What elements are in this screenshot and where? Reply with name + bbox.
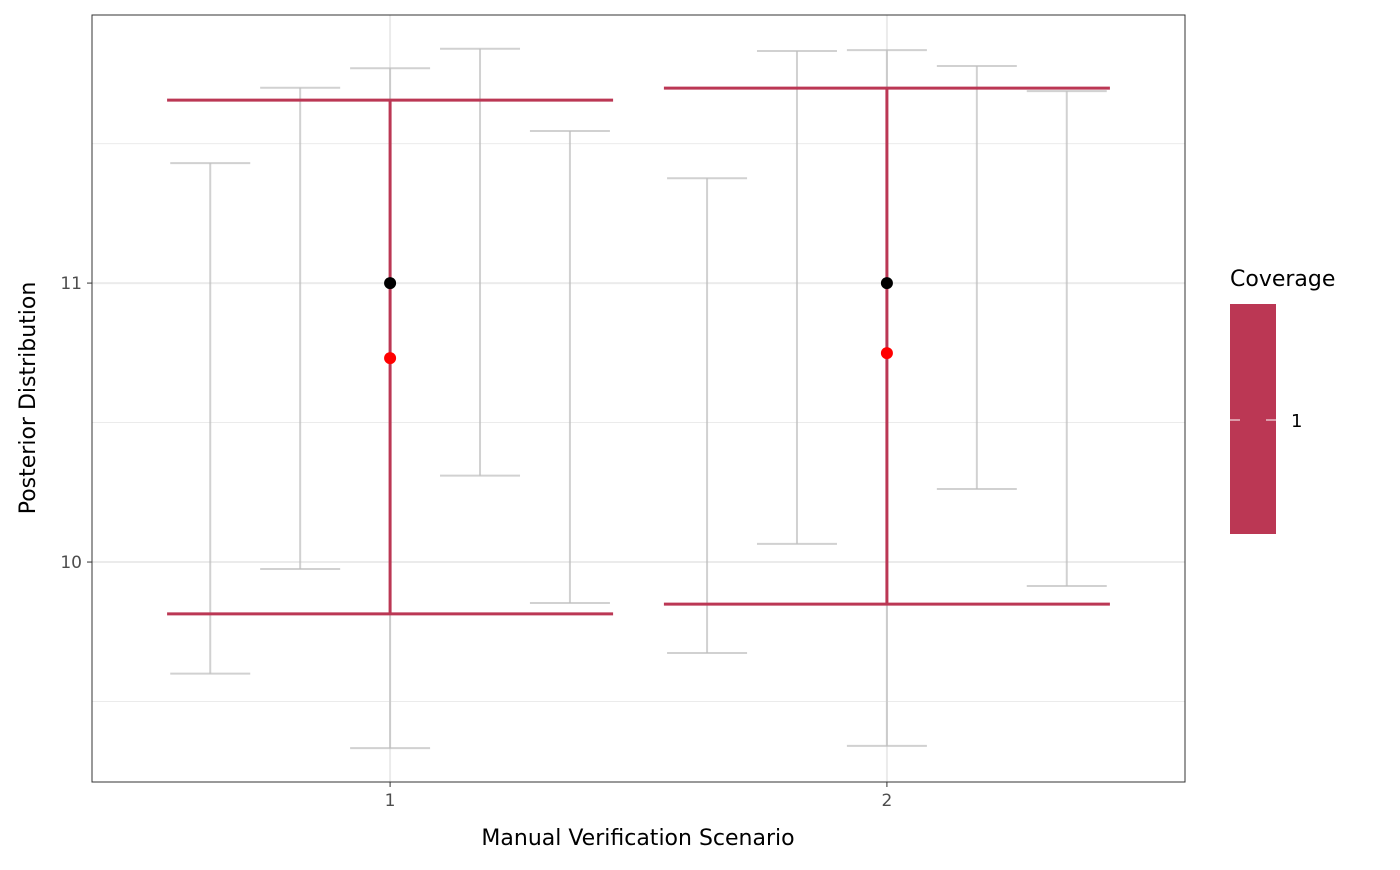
y-tick-label: 10 <box>60 553 82 573</box>
truth-point <box>384 277 397 290</box>
estimate-point <box>384 352 397 365</box>
legend-label: 1 <box>1291 411 1302 432</box>
panel-border <box>91 14 1186 783</box>
y-axis-title: Posterior Distribution <box>16 282 41 515</box>
legend-key <box>1230 304 1276 534</box>
x-axis-title: Manual Verification Scenario <box>481 826 794 851</box>
estimate-point <box>880 347 893 360</box>
legend-title: Coverage <box>1230 267 1335 292</box>
x-tick-label: 2 <box>881 791 892 811</box>
y-tick-label: 11 <box>60 274 82 294</box>
truth-point <box>880 277 893 290</box>
x-tick-label: 1 <box>385 791 396 811</box>
